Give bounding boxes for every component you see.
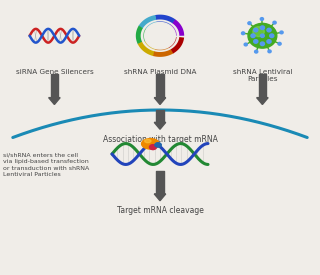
Text: shRNA Plasmid DNA: shRNA Plasmid DNA: [124, 69, 196, 75]
Polygon shape: [154, 194, 166, 201]
Circle shape: [260, 26, 264, 29]
Circle shape: [267, 28, 271, 32]
Ellipse shape: [141, 139, 159, 149]
Circle shape: [248, 23, 277, 48]
Circle shape: [280, 31, 283, 34]
Circle shape: [251, 34, 255, 38]
Circle shape: [260, 18, 263, 20]
Circle shape: [253, 27, 264, 37]
Circle shape: [248, 22, 251, 24]
Text: Target mRNA cleavage: Target mRNA cleavage: [116, 206, 204, 215]
Ellipse shape: [149, 145, 156, 150]
Polygon shape: [154, 98, 166, 104]
Circle shape: [250, 25, 275, 46]
Polygon shape: [49, 98, 60, 104]
Circle shape: [268, 50, 271, 53]
Text: si/shRNA enters the cell
via lipid-based transfection
or transduction with shRNA: si/shRNA enters the cell via lipid-based…: [3, 153, 90, 177]
Circle shape: [278, 42, 281, 45]
Circle shape: [255, 50, 258, 53]
Circle shape: [270, 34, 274, 38]
Circle shape: [273, 21, 276, 24]
Circle shape: [260, 42, 264, 46]
Ellipse shape: [155, 143, 161, 147]
Polygon shape: [145, 23, 175, 49]
Ellipse shape: [145, 139, 151, 143]
Circle shape: [242, 32, 245, 35]
Text: siRNA Gene Silencers: siRNA Gene Silencers: [16, 69, 93, 75]
Text: Association with target mRNA: Association with target mRNA: [103, 135, 217, 144]
Polygon shape: [154, 122, 166, 129]
Circle shape: [254, 28, 258, 32]
Polygon shape: [257, 98, 268, 104]
Circle shape: [260, 34, 264, 37]
Text: shRNA Lentiviral
Particles: shRNA Lentiviral Particles: [233, 69, 292, 82]
Circle shape: [267, 40, 271, 43]
Circle shape: [244, 43, 247, 46]
Circle shape: [254, 40, 258, 43]
